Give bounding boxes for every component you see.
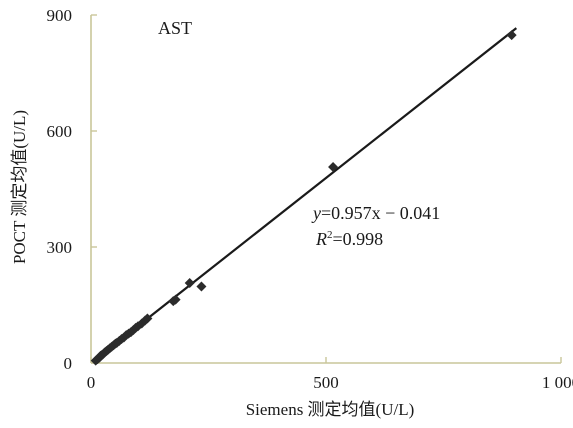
y-axis-label: POCT 测定均值(U/L) <box>10 110 29 264</box>
y-tick-label: 600 <box>47 122 73 141</box>
equation-rest: =0.957x − 0.041 <box>321 203 440 223</box>
data-point <box>196 281 206 291</box>
r-squared-var: R <box>315 229 327 249</box>
x-tick-label: 500 <box>313 373 339 392</box>
x-axis-label: Siemens 测定均值(U/L) <box>246 400 415 419</box>
equation-y-var: y <box>311 203 321 223</box>
data-point <box>507 30 517 40</box>
y-tick-label: 900 <box>47 6 73 25</box>
r-squared-label: R2=0.998 <box>315 229 383 249</box>
regression-equation: y=0.957x − 0.041 <box>311 203 440 223</box>
chart-title: AST <box>158 18 192 38</box>
y-tick-label: 0 <box>64 354 73 373</box>
y-tick-label: 300 <box>47 238 73 257</box>
regression-line-group <box>96 28 517 359</box>
x-tick-label: 1 000 <box>542 373 573 392</box>
r-squared-value: =0.998 <box>333 229 384 249</box>
axes <box>91 15 561 363</box>
data-point <box>185 278 195 288</box>
data-points <box>91 30 517 366</box>
regression-line <box>96 28 517 359</box>
x-tick-label: 0 <box>87 373 96 392</box>
